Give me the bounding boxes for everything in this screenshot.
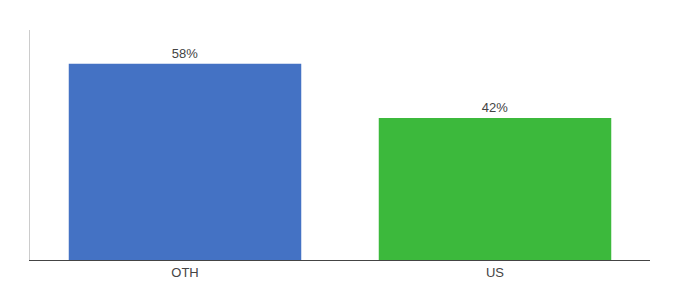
svg-text:42%: 42%: [482, 100, 508, 115]
svg-text:US: US: [486, 265, 504, 280]
svg-text:OTH: OTH: [171, 265, 198, 280]
svg-text:58%: 58%: [172, 46, 198, 61]
